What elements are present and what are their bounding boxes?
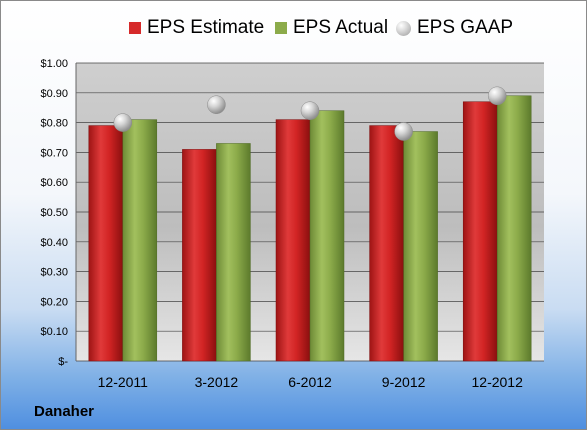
y-tick-label: $0.20 [40, 296, 68, 308]
legend-label-actual: EPS Actual [293, 17, 389, 38]
bar-eps-actual [216, 143, 251, 362]
y-tick-label: $0.80 [40, 118, 68, 130]
point-eps-gaap [394, 122, 413, 141]
bar-eps-actual [309, 110, 345, 362]
legend-label-gaap: EPS GAAP [417, 17, 514, 38]
point-eps-gaap [113, 113, 133, 132]
legend-swatch-estimate [129, 22, 141, 34]
x-tick-label: 12-2011 [98, 374, 149, 390]
y-tick-label: $0.60 [40, 177, 68, 189]
bar-eps-estimate [182, 149, 217, 362]
bar-eps-actual [403, 131, 438, 362]
point-eps-gaap [487, 86, 507, 106]
x-tick-label: 6-2012 [288, 374, 332, 390]
y-tick-label: $0.30 [40, 267, 68, 279]
legend-item-actual: EPS Actual [275, 17, 388, 39]
legend-item-estimate: EPS Estimate [129, 17, 264, 39]
y-tick-label: $0.90 [40, 88, 68, 100]
bar-eps-estimate [275, 119, 311, 362]
legend-swatch-actual [275, 22, 287, 34]
legend-item-gaap: EPS GAAP [396, 17, 513, 39]
legend-label-estimate: EPS Estimate [147, 17, 265, 38]
bar-eps-estimate [88, 125, 124, 362]
bar-eps-estimate [462, 101, 498, 362]
y-tick-label: $- [58, 356, 68, 368]
y-tick-label: $0.70 [40, 147, 68, 159]
legend: EPS Estimate EPS Actual EPS GAAP [1, 17, 586, 43]
y-tick-label: $0.50 [40, 207, 68, 219]
x-tick-label: 12-2012 [472, 374, 524, 390]
company-name: Danaher [34, 403, 95, 420]
x-tick-label: 9-2012 [382, 374, 426, 390]
y-tick-label: $1.00 [40, 58, 68, 70]
point-eps-gaap [300, 101, 320, 120]
x-tick-label: 3-2012 [195, 374, 239, 390]
bar-eps-actual [122, 119, 158, 362]
legend-dot-gaap [396, 20, 411, 36]
y-tick-label: $0.40 [40, 237, 68, 249]
bar-eps-actual [496, 95, 532, 362]
point-eps-gaap [207, 95, 226, 114]
y-tick-label: $0.10 [40, 326, 68, 338]
bar-eps-estimate [369, 125, 404, 362]
